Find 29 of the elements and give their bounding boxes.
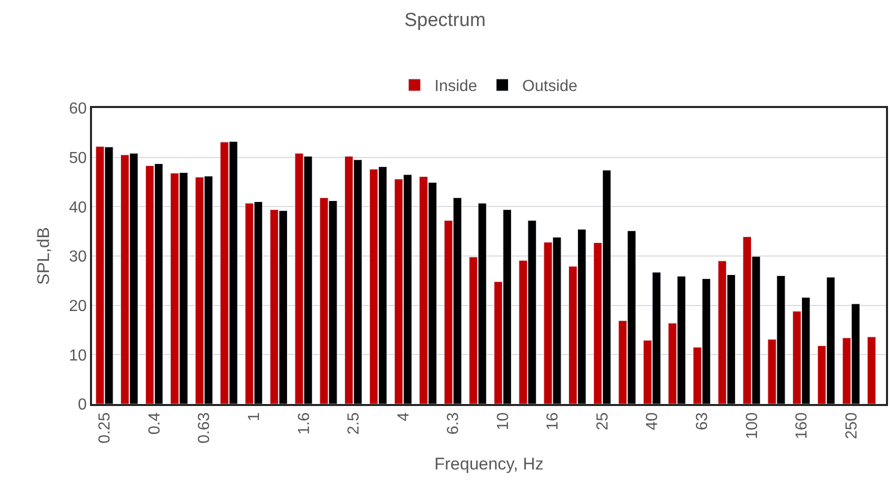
y-tick-label: 0	[78, 396, 87, 414]
x-tick-label: 6.3	[445, 412, 462, 435]
y-tick-label: 30	[69, 248, 87, 266]
y-tick-label: 20	[69, 298, 87, 315]
y-tick-label: 50	[69, 150, 87, 167]
x-tick-label: 40	[644, 412, 662, 430]
legend-label: Inside	[434, 78, 478, 96]
x-tick-label: 10	[494, 412, 512, 430]
x-tick-label: 25	[594, 412, 612, 430]
legend-label: Outside	[522, 78, 578, 96]
x-tick-label: 16	[544, 412, 562, 430]
y-axis-title: SPL,dB	[34, 227, 54, 285]
x-axis-title: Frequency, Hz	[434, 454, 544, 474]
x-tick-label: 160	[794, 412, 811, 440]
x-tick-label: 100	[744, 412, 761, 440]
x-tick-label: 2.5	[346, 412, 363, 435]
x-tick-label: 250	[843, 412, 860, 440]
x-tick-label: 0.63	[196, 412, 214, 444]
x-tick-label: 0.25	[96, 412, 114, 444]
y-tick-label: 40	[69, 199, 87, 216]
x-tick-label: 1	[246, 412, 263, 422]
y-tick-label: 60	[69, 100, 87, 118]
x-tick-label: 4	[395, 412, 412, 422]
y-tick-label: 10	[69, 347, 87, 364]
bar	[867, 336, 876, 404]
chart-title: Spectrum	[404, 10, 486, 31]
x-tick-label: 63	[694, 412, 712, 430]
x-tick-label: 1.6	[296, 412, 313, 435]
x-tick-label: 0.4	[146, 412, 164, 435]
